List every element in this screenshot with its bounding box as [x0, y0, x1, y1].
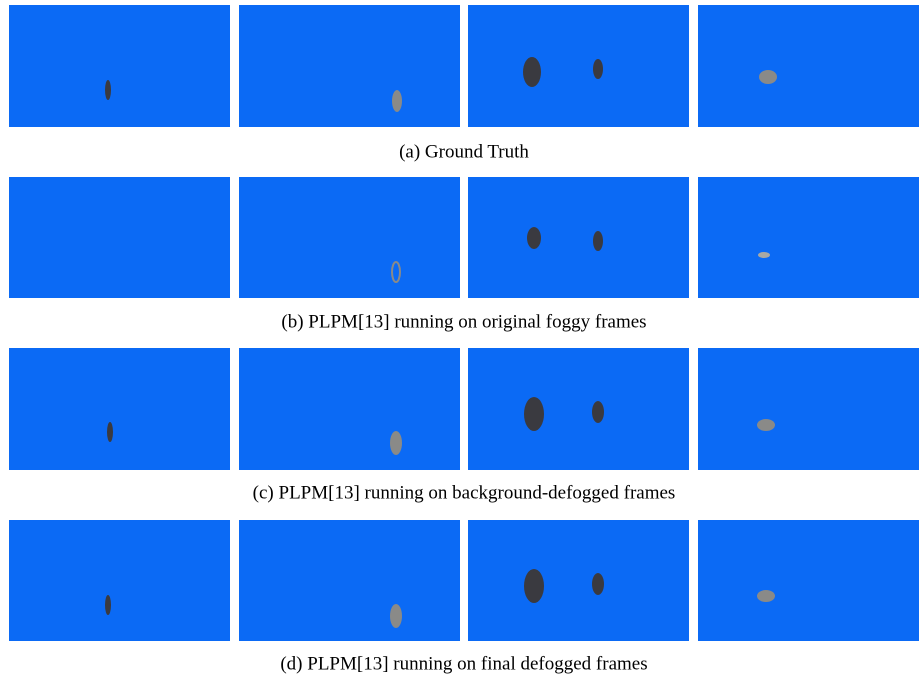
image-frame — [239, 520, 460, 641]
object-blob — [524, 397, 544, 431]
image-frame — [9, 5, 230, 127]
caption: (b) PLPM[13] running on original foggy f… — [281, 311, 646, 332]
image-frame — [468, 177, 689, 298]
image-frame — [698, 348, 919, 470]
object-blob — [523, 57, 541, 87]
row-d: (d) PLPM[13] running on final defogged f… — [9, 520, 919, 674]
object-blob — [593, 231, 603, 251]
caption: (a) Ground Truth — [399, 141, 529, 162]
object-blob — [390, 604, 402, 628]
object-blob — [390, 431, 402, 455]
image-frame — [468, 520, 689, 641]
object-blob — [524, 569, 544, 603]
page: {"figure": {"captions": [ "(a) Ground Tr… — [0, 0, 923, 681]
image-frame — [9, 177, 230, 298]
object-blob — [592, 573, 604, 595]
image-frame — [239, 5, 460, 127]
image-frame — [239, 348, 460, 470]
caption: (d) PLPM[13] running on final defogged f… — [280, 653, 647, 674]
object-blob — [107, 422, 113, 442]
image-frame — [468, 348, 689, 470]
object-blob — [527, 227, 541, 249]
row-c: (c) PLPM[13] running on background-defog… — [9, 348, 919, 503]
image-frame — [9, 520, 230, 641]
image-frame — [9, 348, 230, 470]
object-blob — [105, 80, 111, 100]
image-frame — [698, 177, 919, 298]
caption: (c) PLPM[13] running on background-defog… — [253, 482, 676, 503]
image-frame — [468, 5, 689, 127]
object-blob — [392, 90, 402, 112]
object-blob — [758, 252, 770, 258]
object-blob — [592, 401, 604, 423]
object-blob — [757, 590, 775, 602]
row-a: (a) Ground Truth — [9, 5, 919, 162]
row-b: (b) PLPM[13] running on original foggy f… — [9, 177, 919, 332]
image-frame — [698, 520, 919, 641]
object-blob — [757, 419, 775, 431]
object-blob — [105, 595, 111, 615]
object-blob — [759, 70, 777, 84]
image-frame — [698, 5, 919, 127]
object-blob — [593, 59, 603, 79]
figure: (a) Ground Truth (b) PLPM[13] running on… — [0, 0, 923, 681]
image-frame — [239, 177, 460, 298]
